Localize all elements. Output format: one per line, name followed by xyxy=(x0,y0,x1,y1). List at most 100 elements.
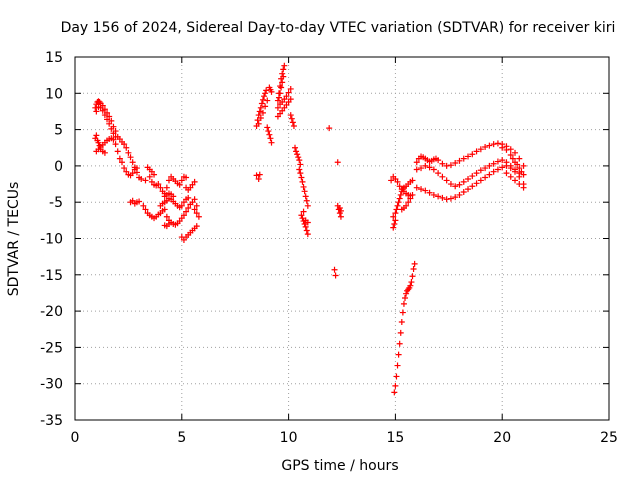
data-point xyxy=(396,195,403,202)
data-point xyxy=(443,196,450,203)
data-point xyxy=(110,136,117,143)
data-point xyxy=(337,207,344,214)
data-point xyxy=(486,142,493,149)
data-point xyxy=(413,166,420,173)
data-point xyxy=(452,159,459,166)
data-point xyxy=(407,195,414,202)
data-point xyxy=(265,128,272,135)
data-point xyxy=(155,181,162,188)
data-point xyxy=(503,170,510,177)
data-point xyxy=(279,79,286,86)
data-point xyxy=(465,175,472,182)
data-point xyxy=(183,208,190,215)
data-point xyxy=(99,107,106,114)
data-point xyxy=(191,206,198,213)
data-point xyxy=(456,191,463,198)
data-point xyxy=(392,382,399,389)
data-point xyxy=(409,191,416,198)
data-point xyxy=(334,159,341,166)
data-point xyxy=(300,183,307,190)
data-point xyxy=(280,73,287,80)
x-tick-label: 25 xyxy=(600,430,618,446)
data-point xyxy=(195,213,202,220)
data-point xyxy=(165,177,172,184)
data-point xyxy=(304,202,311,209)
data-point xyxy=(301,220,308,227)
data-point xyxy=(469,151,476,158)
data-point xyxy=(123,144,130,151)
x-axis-tick-labels: 0 5 10 15 20 25 xyxy=(71,430,618,446)
data-point xyxy=(394,178,401,185)
data-point xyxy=(178,177,185,184)
data-point xyxy=(125,149,132,156)
data-point xyxy=(516,155,523,162)
data-point xyxy=(520,171,527,178)
data-point xyxy=(507,162,514,169)
data-point xyxy=(391,389,398,396)
data-point xyxy=(254,117,261,124)
data-point xyxy=(298,174,305,181)
y-tick-label: -15 xyxy=(40,268,63,284)
data-point xyxy=(388,177,395,184)
data-point xyxy=(266,131,273,138)
data-point xyxy=(146,173,153,180)
data-point xyxy=(303,227,310,234)
data-point xyxy=(121,141,128,148)
data-point xyxy=(185,205,192,212)
data-point xyxy=(413,184,420,191)
data-point xyxy=(294,151,301,158)
data-point xyxy=(300,208,307,215)
data-point xyxy=(161,206,168,213)
data-point xyxy=(116,155,123,162)
data-point xyxy=(256,108,263,115)
data-point xyxy=(409,273,416,280)
data-point xyxy=(93,108,100,115)
series-1-points xyxy=(92,98,202,243)
data-point xyxy=(443,162,450,169)
data-point xyxy=(452,183,459,190)
x-tick-label: 0 xyxy=(71,430,80,446)
data-point xyxy=(503,159,510,166)
data-point xyxy=(287,112,294,119)
data-point xyxy=(411,260,418,267)
series-2-points xyxy=(253,62,311,238)
data-point xyxy=(507,152,514,159)
data-point xyxy=(264,97,271,104)
data-point xyxy=(93,132,100,139)
data-point xyxy=(396,340,403,347)
data-point xyxy=(259,109,266,116)
data-point xyxy=(422,187,429,194)
data-point xyxy=(95,139,102,146)
data-point xyxy=(301,188,308,195)
data-point xyxy=(398,318,405,325)
data-point xyxy=(482,144,489,151)
data-point xyxy=(129,159,136,166)
data-point xyxy=(106,120,113,127)
data-point xyxy=(460,178,467,185)
data-point xyxy=(274,97,281,104)
data-point xyxy=(262,103,269,110)
data-point xyxy=(482,174,489,181)
data-point xyxy=(410,265,417,272)
data-point xyxy=(288,115,295,122)
y-tick-label: -20 xyxy=(40,304,63,320)
data-point xyxy=(447,181,454,188)
data-point xyxy=(114,148,121,155)
data-point xyxy=(486,162,493,169)
y-tick-label: -25 xyxy=(40,340,63,356)
data-point xyxy=(281,62,288,69)
data-point xyxy=(400,300,407,307)
series-3-points xyxy=(326,125,344,279)
data-point xyxy=(394,362,401,369)
data-point xyxy=(439,160,446,167)
data-point xyxy=(507,146,514,153)
data-point xyxy=(393,373,400,380)
data-point xyxy=(512,166,519,173)
data-point xyxy=(439,194,446,201)
data-point xyxy=(258,100,265,107)
data-point xyxy=(127,154,134,161)
data-point xyxy=(304,219,311,226)
x-tick-label: 10 xyxy=(280,430,298,446)
data-point xyxy=(452,194,459,201)
data-point xyxy=(514,161,521,168)
